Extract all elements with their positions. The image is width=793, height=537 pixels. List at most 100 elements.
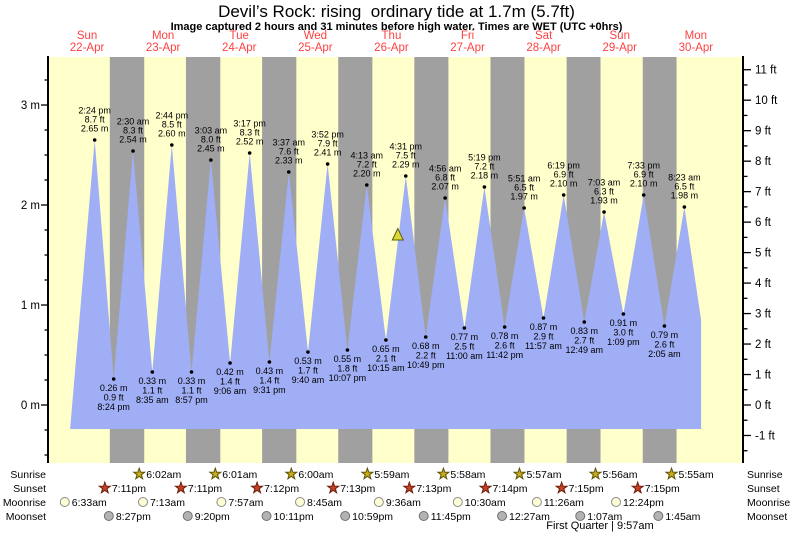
moonrise-time: 11:26am <box>544 497 584 509</box>
moonrise-time: 8:45am <box>307 497 342 509</box>
moonrise-moon-icon <box>452 497 463 507</box>
tide-annotation-text: 8:23 am <box>668 173 701 183</box>
tide-point-dot <box>228 361 232 365</box>
sunset-star-icon <box>630 480 645 494</box>
tide-annotation-text: 10:49 pm <box>407 360 445 370</box>
sunset-star-icon <box>97 480 112 494</box>
tide-annotation-text: 0.87 m <box>530 322 558 332</box>
tide-point-dot <box>462 326 467 330</box>
moonset-moon-icon <box>575 511 586 521</box>
tide-point-dot <box>561 193 566 197</box>
tide-annotation-text: 6.8 ft <box>435 173 456 183</box>
tide-annotation-text: 0.79 m <box>651 330 679 340</box>
moonset-moon-icon <box>653 511 664 521</box>
tide-point-dot <box>582 320 587 324</box>
high-tide-annotation <box>561 193 566 197</box>
page-title: Devil’s Rock: rising ordinary tide at 1.… <box>218 2 575 21</box>
tide-annotation-text: 0.9 ft <box>104 393 125 403</box>
tide-annotation-text: 2.5 ft <box>454 342 475 352</box>
tide-annotation-text: 0.43 m <box>256 366 284 376</box>
tide-point-dot <box>662 324 667 328</box>
day-date-label: 29-Apr <box>602 42 637 54</box>
tide-point-dot <box>189 370 194 374</box>
tide-point-dot <box>443 196 447 200</box>
tide-annotation-text: 8:57 pm <box>175 395 208 405</box>
low-tide-annotation <box>662 324 667 328</box>
high-tide-annotation <box>170 143 174 147</box>
low-tide-annotation <box>228 361 232 365</box>
tide-annotation-text: 8.3 ft <box>240 128 261 138</box>
sunrise-time: 5:55am <box>679 469 714 481</box>
tide-annotation-text: 2.20 m <box>353 169 381 179</box>
tide-annotation-text: 6.9 ft <box>634 170 655 180</box>
tide-annotation-text: 2.41 m <box>314 148 342 158</box>
tide-annotation-text: 12:49 am <box>566 345 604 355</box>
sunrise-star-icon <box>512 466 527 480</box>
tide-annotation-text: 0.55 m <box>334 354 362 364</box>
tide-point-dot <box>131 149 135 153</box>
row-label-moonset-left: Moonset <box>6 511 46 523</box>
sunrise-time: 5:59am <box>374 469 409 481</box>
moonrise-moon-icon <box>59 497 70 507</box>
day-name-label: Fri <box>461 30 474 42</box>
tide-annotation-text: 11:57 am <box>525 341 562 351</box>
y-tick-label-ft: 4 ft <box>755 278 772 290</box>
sunset-time: 7:13pm <box>340 483 375 495</box>
low-tide-annotation <box>582 320 587 324</box>
moonset-time: 12:27am <box>509 511 550 523</box>
tide-annotation-text: 0.26 m <box>100 383 128 393</box>
day-date-label: 23-Apr <box>146 42 181 54</box>
tide-annotation-text: 6.3 ft <box>594 187 615 197</box>
sunset-star-icon <box>402 480 417 494</box>
tide-annotation-text: 2.33 m <box>275 156 303 166</box>
tide-annotation-text: 8:35 am <box>136 395 169 405</box>
tide-annotation-text: 3:52 pm <box>311 130 344 140</box>
day-name-label: Sun <box>77 30 97 42</box>
tide-annotation-text: 4:13 am <box>351 151 384 161</box>
tide-annotation-text: 3:03 am <box>195 126 228 136</box>
tide-annotation-text: 8.3 ft <box>123 126 144 136</box>
tide-annotation-text: 0.78 m <box>491 331 519 341</box>
day-date-label: 25-Apr <box>298 42 333 54</box>
day-date-label: 30-Apr <box>679 42 714 54</box>
tide-annotation-text: 11:42 pm <box>486 350 523 360</box>
tide-point-dot <box>482 185 487 189</box>
moonrise-time: 9:36am <box>386 497 421 509</box>
tide-annotation-text: 2.45 m <box>197 144 225 154</box>
tide-annotation-text: 1.1 ft <box>182 386 203 396</box>
moonset-time: 8:27pm <box>116 511 151 523</box>
row-label-sunset-right: Sunset <box>747 483 780 495</box>
sunrise-star-icon <box>664 466 679 480</box>
tide-annotation-text: 2.65 m <box>81 124 109 134</box>
low-tide-annotation <box>423 335 428 339</box>
low-tide-annotation <box>502 325 507 329</box>
tide-annotation-text: 2.54 m <box>119 135 147 145</box>
tide-annotation-text: 1:09 pm <box>607 337 640 347</box>
tide-point-dot <box>522 206 526 210</box>
tide-point-dot <box>602 210 606 214</box>
y-tick-label-ft: 5 ft <box>755 248 772 260</box>
high-tide-annotation <box>209 158 213 162</box>
tide-annotation-text: 4:31 pm <box>390 142 423 152</box>
sunset-time: 7:13pm <box>416 483 451 495</box>
row-label-sunset-left: Sunset <box>13 483 46 495</box>
high-tide-annotation <box>482 185 487 189</box>
tide-annotation-text: 10:07 pm <box>329 373 367 383</box>
day-name-label: Mon <box>152 30 174 42</box>
day-date-label: 22-Apr <box>70 42 105 54</box>
y-tick-label-m: 2 m <box>21 200 40 212</box>
sunset-time: 7:12pm <box>264 483 299 495</box>
tide-annotation-text: 2.10 m <box>630 179 658 189</box>
low-tide-annotation <box>189 370 194 374</box>
sunset-star-icon <box>478 480 493 494</box>
tide-annotation-text: 1.93 m <box>590 196 618 206</box>
moonset-moon-icon <box>497 511 508 521</box>
tide-point-dot <box>621 312 626 316</box>
y-tick-label-ft: 10 ft <box>755 95 778 107</box>
sunrise-time: 6:01am <box>222 469 257 481</box>
moonrise-moon-icon <box>373 497 384 507</box>
sunset-time: 7:15pm <box>645 483 680 495</box>
tide-annotation-text: 2.07 m <box>431 182 459 192</box>
tide-annotation-text: 8:24 pm <box>97 402 130 412</box>
